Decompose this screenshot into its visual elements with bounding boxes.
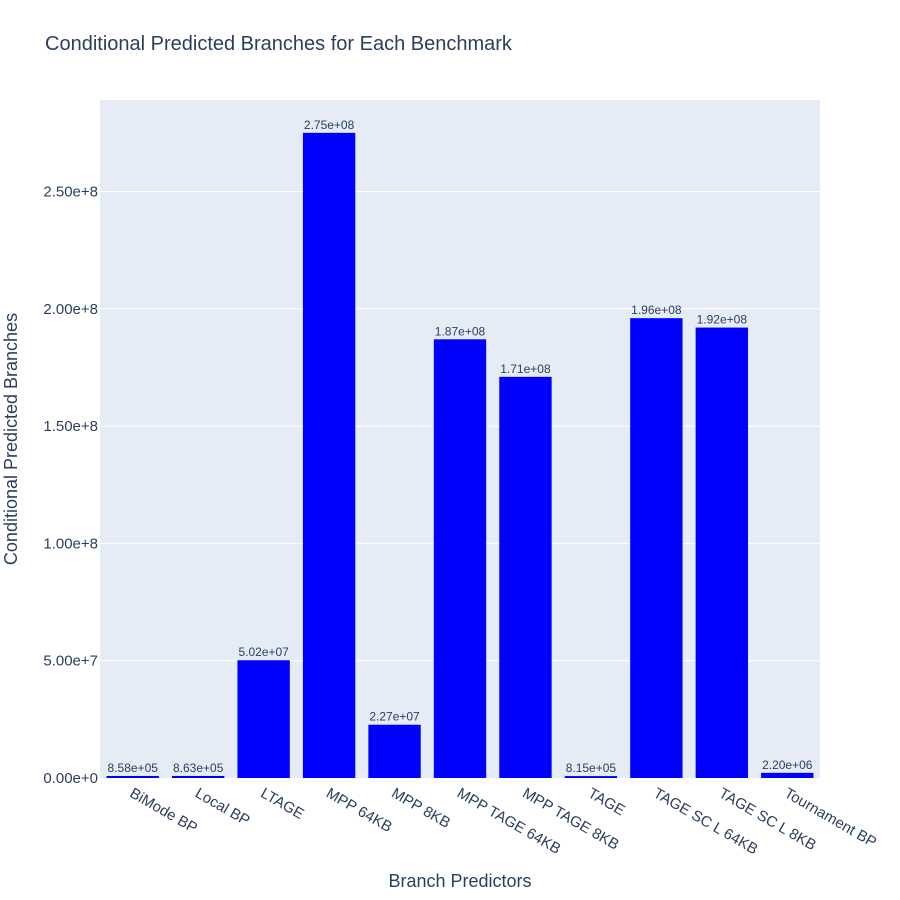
y-tick-label: 5.00e+7 — [43, 653, 98, 670]
y-tick-label: 1.50e+8 — [43, 418, 98, 435]
x-tick-label: TAGE — [585, 785, 628, 820]
x-axis-title: Branch Predictors — [388, 871, 531, 891]
bar-data-label: 8.15e+05 — [566, 761, 617, 775]
bar — [368, 724, 421, 778]
bar-data-label: 1.87e+08 — [435, 324, 486, 338]
bar-data-label: 1.96e+08 — [631, 303, 682, 317]
bar — [237, 660, 290, 778]
bar — [302, 132, 356, 778]
y-axis-title: Conditional Predicted Branches — [1, 313, 21, 565]
x-tick-label: BiMode BP — [127, 785, 200, 837]
x-tick-label: MPP 64KB — [323, 785, 395, 836]
bar — [499, 376, 552, 778]
y-tick-label: 2.00e+8 — [43, 301, 98, 318]
chart-title: Conditional Predicted Branches for Each … — [45, 33, 513, 55]
bar — [106, 775, 159, 778]
bar — [564, 776, 618, 778]
bar — [761, 772, 814, 778]
bar-data-label: 5.02e+07 — [238, 645, 289, 659]
bar — [172, 775, 225, 778]
bar-data-label: 1.92e+08 — [697, 313, 748, 327]
x-tick-label: Local BP — [192, 785, 253, 830]
y-tick-label: 1.00e+8 — [43, 535, 98, 552]
bar-data-label: 2.27e+07 — [369, 710, 420, 724]
bar-data-label: 2.20e+06 — [762, 758, 813, 772]
bars — [106, 132, 814, 778]
bar — [630, 318, 683, 778]
x-tick-label: MPP 8KB — [389, 785, 454, 832]
y-axis-ticks: 0.00e+0 5.00e+7 1.00e+8 1.50e+8 2.00e+8 2.50e… — [43, 183, 98, 787]
bar-data-label: 1.71e+08 — [500, 362, 551, 376]
bar-data-label: 2.75e+08 — [304, 118, 355, 132]
y-tick-label: 2.50e+8 — [43, 183, 98, 200]
bar-data-label: 8.58e+05 — [108, 761, 159, 775]
y-tick-label: 0.00e+0 — [43, 770, 98, 787]
bar-data-label: 8.63e+05 — [173, 761, 224, 775]
bar — [433, 339, 487, 778]
x-tick-label: LTAGE — [258, 785, 307, 823]
bar — [695, 327, 748, 778]
data-labels: 8.58e+05 8.63e+05 5.02e+07 2.75e+08 2.27e+07… — [108, 118, 813, 775]
